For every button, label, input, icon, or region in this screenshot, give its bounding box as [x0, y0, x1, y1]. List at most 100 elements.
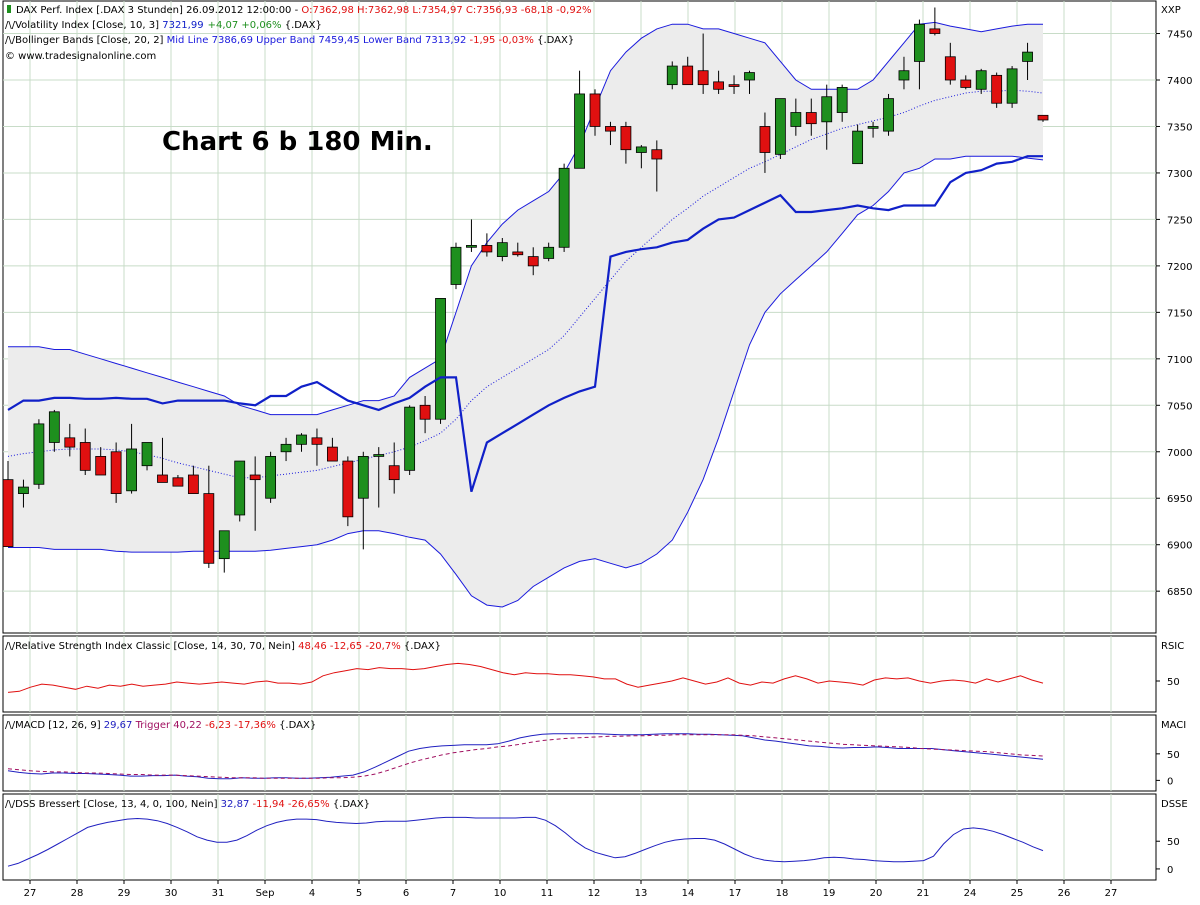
- y-tick-label: 7450: [1167, 30, 1192, 41]
- legend-line-icon: /\/: [5, 641, 16, 652]
- x-tick-label: 21: [917, 888, 930, 899]
- x-tick-label: 4: [309, 888, 315, 899]
- x-tick-label: 28: [71, 888, 84, 899]
- candle-down: [512, 251, 524, 256]
- macd-legend-suffix: {.DAX}: [276, 720, 316, 731]
- macd-panel-frame: [2, 714, 1157, 792]
- candle-down: [960, 79, 972, 88]
- candle-up: [898, 70, 910, 81]
- y-tick-label: 7100: [1167, 355, 1192, 366]
- candle-up: [883, 98, 894, 132]
- bollinger-legend-change: -1,95 -0,03%: [466, 35, 534, 46]
- candle-up: [790, 112, 802, 127]
- y-tick-label: 50: [1167, 750, 1180, 761]
- candle-up: [435, 298, 446, 420]
- y-tick-label: 7050: [1167, 401, 1192, 412]
- candle-up: [466, 245, 477, 248]
- y-tick-label: 7150: [1167, 308, 1192, 319]
- volatility-legend-suffix: {.DAX}: [282, 20, 322, 31]
- bollinger-legend-prefix: Bollinger Bands [Close, 20, 2]: [15, 35, 167, 46]
- candle-up: [18, 486, 29, 494]
- bollinger-legend-values: Mid Line 7386,69 Upper Band 7459,45 Lowe…: [167, 35, 467, 46]
- y-tick-label: 7300: [1167, 169, 1192, 180]
- x-tick-label: 14: [682, 888, 695, 899]
- candle-down: [342, 460, 354, 518]
- x-tick-label: 19: [823, 888, 836, 899]
- candle-up: [852, 130, 864, 165]
- candle-down: [157, 474, 168, 483]
- x-tick-label: 26: [1058, 888, 1071, 899]
- candle-down: [172, 477, 184, 487]
- volatility-index-line: [7, 155, 1043, 493]
- bollinger-legend-line: /\/Bollinger Bands [Close, 20, 2] Mid Li…: [5, 35, 574, 46]
- indicator-lines: [7, 662, 1044, 867]
- candle-down: [481, 245, 493, 253]
- candle-down: [605, 126, 616, 132]
- x-tick-label: 24: [964, 888, 977, 899]
- candle-up: [373, 454, 385, 457]
- dss-legend-value: 32,87: [221, 799, 250, 810]
- rsi-axis-tag: RSIC: [1161, 641, 1184, 652]
- candle-down: [419, 404, 431, 420]
- candle-down: [697, 70, 709, 86]
- candle-down: [589, 93, 601, 127]
- y-tick-label: 7250: [1167, 215, 1192, 226]
- price-legend-prefix: DAX Perf. Index [.DAX 3 Stunden] 26.09.2…: [16, 5, 301, 16]
- candle-up: [1022, 51, 1033, 62]
- candle-up: [218, 530, 230, 560]
- dss-legend-change: -11,94 -26,65%: [249, 799, 329, 810]
- macd-legend-trigger: Trigger 40,22: [132, 720, 201, 731]
- candle-down: [929, 28, 941, 34]
- macd-axis-tag: MACI: [1161, 720, 1186, 731]
- dss-line: [7, 816, 1044, 867]
- x-tick-label: 11: [541, 888, 554, 899]
- dss-legend: /\/DSS Bressert [Close, 13, 4, 0, 100, N…: [5, 799, 370, 810]
- x-tick-label: 17: [729, 888, 742, 899]
- y-tick-label: 6850: [1167, 587, 1192, 598]
- candle-up: [33, 423, 45, 485]
- legend-line-icon: /\/: [5, 720, 16, 731]
- candle-down: [1037, 114, 1049, 121]
- candle-up: [774, 98, 786, 155]
- volatility-legend-change: +4,07 +0,06%: [208, 20, 282, 31]
- rsi-line: [7, 662, 1044, 693]
- x-tick-label: 27: [1105, 888, 1118, 899]
- price-legend-values: O:7362,98 H:7362,98 L:7354,97 C:7356,93 …: [301, 5, 591, 16]
- candle-up: [666, 65, 678, 86]
- legend-line-icon: /\/: [5, 35, 16, 46]
- y-tick-label: 6950: [1167, 494, 1192, 505]
- candle-up: [496, 242, 508, 257]
- candle-legend-icon: [7, 5, 11, 13]
- candle-up: [543, 246, 555, 259]
- candle-down: [728, 84, 740, 87]
- candle-down: [64, 437, 76, 448]
- candle-up: [280, 443, 292, 453]
- rsi-legend-suffix: {.DAX}: [401, 641, 441, 652]
- candle-down: [527, 256, 539, 267]
- candle-down: [388, 465, 400, 481]
- candle-up: [126, 448, 137, 492]
- macd-legend-prefix: MACD [12, 26, 9]: [15, 720, 104, 731]
- x-tick-label: 13: [635, 888, 648, 899]
- candle-up: [744, 72, 755, 81]
- price-legend: DAX Perf. Index [.DAX 3 Stunden] 26.09.2…: [5, 5, 592, 157]
- y-tick-label: 7350: [1167, 122, 1192, 133]
- candle-down: [620, 126, 632, 151]
- candle-up: [558, 167, 570, 248]
- rsi-legend: /\/Relative Strength Index Classic [Clos…: [5, 641, 441, 652]
- candle-down: [2, 479, 14, 547]
- macd-line: [7, 733, 1044, 780]
- rsi-legend-prefix: Relative Strength Index Classic [Close, …: [15, 641, 298, 652]
- volatility-line: [7, 155, 1043, 493]
- candle-down: [95, 456, 107, 476]
- bollinger-legend-suffix: {.DAX}: [534, 35, 574, 46]
- macd-legend-change: -6,23 -17,36%: [202, 720, 276, 731]
- candle-up: [404, 406, 416, 471]
- candle-up: [914, 23, 925, 62]
- candle-up: [48, 411, 60, 443]
- candle-up: [867, 126, 879, 129]
- y-tick-label: 6900: [1167, 541, 1192, 552]
- candle-up: [821, 96, 833, 123]
- y-tick-label: 50: [1167, 677, 1180, 688]
